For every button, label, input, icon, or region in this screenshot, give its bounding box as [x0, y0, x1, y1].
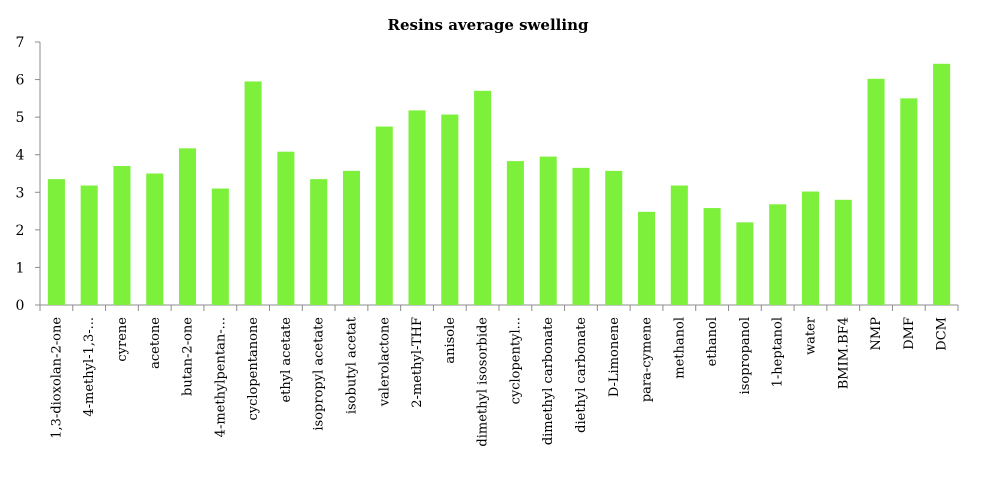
x-tick-label: diethyl carbonate [574, 317, 589, 433]
bar [244, 81, 262, 305]
y-tick-label: 5 [16, 110, 25, 126]
y-tick-label: 6 [16, 73, 25, 89]
y-tick-label: 0 [16, 298, 25, 314]
bar [933, 63, 951, 305]
bar [179, 148, 197, 305]
bar [900, 98, 918, 305]
x-tick-label: DMF [902, 317, 917, 350]
bar [638, 211, 656, 305]
x-tick-label: NMP [869, 317, 884, 351]
x-tick-label: isopropyl acetate [312, 317, 327, 431]
x-tick-label: 1-heptanol [771, 317, 786, 387]
bar [408, 110, 426, 305]
x-tick-label: 4-methyl-1,3-... [82, 317, 97, 417]
x-tick-label: ethyl acetate [279, 317, 294, 403]
x-tick-label: 2-methyl-THF [410, 317, 425, 408]
bar [834, 199, 852, 305]
bar [703, 208, 721, 305]
y-tick-label: 3 [16, 185, 25, 201]
x-tick-label: dimethyl isosorbide [476, 317, 491, 447]
bar [769, 204, 787, 305]
x-tick-label: BMIM.BF4 [836, 317, 851, 389]
bar [539, 156, 557, 305]
x-tick-label: ethanol [705, 317, 720, 366]
chart-title: Resins average swelling [388, 16, 589, 34]
bar [441, 114, 459, 306]
bar [47, 179, 65, 305]
bar [80, 185, 98, 305]
y-axis: 0 1 2 3 4 5 6 7 [16, 35, 41, 314]
y-tick-label: 7 [16, 35, 25, 51]
x-tick-label: cyclopentyl... [508, 317, 523, 404]
bar [342, 170, 360, 305]
x-tick-label: anisole [443, 317, 458, 364]
bar [572, 167, 590, 305]
x-tick-label: acetone [148, 317, 163, 369]
x-tick-labels: 1,3-dioxolan-2-one 4-methyl-1,3-... cyrene… [49, 316, 949, 446]
x-tick-label: cyclopentanone [246, 317, 261, 421]
bar-series [47, 63, 951, 306]
x-tick-label: DCM [935, 317, 950, 351]
x-tick-label: valerolactone [377, 317, 392, 408]
x-tick-label: butan-2-one [181, 317, 196, 396]
y-tick-label: 4 [16, 148, 25, 164]
x-tick-label: para-cymene [640, 317, 655, 402]
bar [211, 188, 229, 305]
x-tick-label: 1,3-dioxolan-2-one [49, 317, 64, 439]
bar [506, 161, 524, 305]
bar [867, 78, 885, 305]
x-tick-label: isopropanol [738, 317, 753, 394]
bar [474, 90, 492, 305]
x-tick-label: water [803, 316, 818, 355]
bar [113, 165, 131, 305]
bar [375, 126, 393, 306]
x-tick-label: 4-methylpentan-... [213, 317, 228, 437]
bar [801, 191, 819, 305]
x-tick-label: methanol [672, 317, 687, 379]
x-tick-label: cyrene [115, 317, 130, 362]
bar [146, 173, 164, 305]
x-tick-label: isobutyl acetat [344, 316, 359, 414]
x-tick-label: D-Limonene [607, 317, 622, 397]
bar [605, 170, 623, 305]
x-axis [39, 304, 959, 311]
y-tick-label: 2 [16, 223, 25, 239]
bar [277, 151, 295, 305]
y-tick-label: 1 [16, 260, 25, 276]
bar [670, 185, 688, 305]
x-tick-label: dimethyl carbonate [541, 317, 556, 445]
bar [310, 179, 328, 305]
bar [736, 222, 754, 305]
